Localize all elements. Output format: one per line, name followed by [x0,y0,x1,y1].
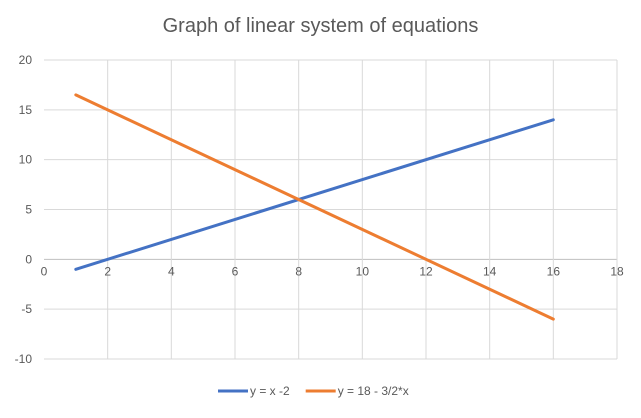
x-tick-label-6: 12 [419,264,433,278]
x-tick-label-1: 2 [104,264,111,278]
x-tick-label-5: 10 [356,264,370,278]
x-tick-label-9: 18 [610,264,624,278]
chart-title: Graph of linear system of equations [163,15,479,37]
series-lines [74,93,555,321]
x-tick-label-3: 6 [232,264,239,278]
x-tick-label-7: 14 [483,264,497,278]
legend-item-0: y = x -2 [218,384,290,398]
x-tick-label-0: 0 [41,264,48,278]
y-tick-label-3: 5 [25,203,32,217]
gridlines [44,59,618,360]
series-line-0 [74,118,555,271]
y-tick-label-5: 15 [19,103,33,117]
tick-labels: -10 -5 0 5 10 15 20 0 2 4 6 8 10 12 14 16 18 [15,53,624,366]
y-tick-label-6: 20 [19,53,33,67]
y-tick-label-1: -5 [21,302,32,316]
legend: y = x -2 y = 18 - 3/2*x [218,384,409,398]
legend-item-1: y = 18 - 3/2*x [305,384,409,398]
x-tick-label-8: 16 [547,264,561,278]
y-tick-label-2: 0 [25,252,32,266]
x-tick-label-2: 4 [168,264,175,278]
y-tick-label-4: 10 [19,153,33,167]
legend-label-1: y = 18 - 3/2*x [338,384,409,398]
x-tick-label-4: 8 [295,264,302,278]
y-tick-label-0: -10 [15,352,33,366]
legend-label-0: y = x -2 [250,384,290,398]
series-line-1 [74,93,555,321]
